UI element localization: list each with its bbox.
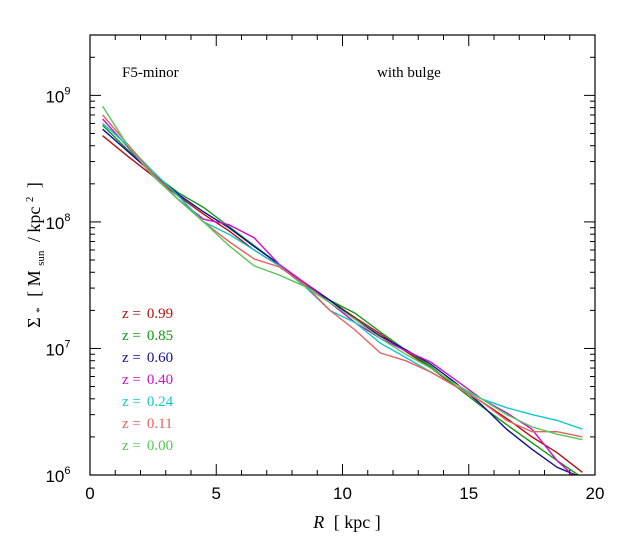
legend-entry-prefix: z = — [122, 306, 141, 322]
y-tick-label: 106 — [45, 465, 70, 486]
y-tick-label-base: 10 — [45, 214, 64, 233]
y-tick-label: 109 — [45, 85, 70, 106]
series-line-z-0.60 — [102, 128, 578, 475]
x-axis-label: R [ kpc ] — [312, 512, 380, 532]
series-line-z-0.11 — [102, 114, 583, 438]
legend-entry-value: 0.11 — [147, 416, 173, 432]
y-tick-label-exponent: 9 — [64, 85, 70, 97]
y-tick-label-exponent: 6 — [64, 465, 70, 477]
legend-entry-prefix: z = — [122, 350, 141, 366]
y-tick-label-base: 10 — [45, 467, 64, 486]
legend-entry-value: 0.99 — [147, 306, 173, 322]
x-tick-label: 20 — [586, 484, 605, 503]
legend-entry-value: 0.85 — [147, 328, 173, 344]
y-tick-label-base: 10 — [45, 340, 64, 359]
x-axis-label-symbol: R — [312, 512, 324, 532]
legend-entry-prefix: z = — [122, 438, 141, 454]
legend: z = 0.99 z = 0.85 z = 0.60 z = 0.40 z = 0.24 z = 0.… — [122, 306, 174, 454]
y-tick-label-exponent: 7 — [64, 338, 70, 350]
legend-entry-value: 0.60 — [147, 350, 173, 366]
tick-marks — [89, 34, 596, 476]
legend-entry-prefix: z = — [122, 416, 141, 432]
x-tick-label: 0 — [85, 484, 94, 503]
legend-entry-value: 0.40 — [147, 372, 173, 388]
y-axis-label-sun: sun — [35, 250, 47, 266]
annotation-left: F5-minor — [122, 65, 179, 81]
annotation-right: with bulge — [377, 65, 441, 81]
series-line-z-0.24 — [102, 122, 583, 430]
legend-entry-z-0.60: z = 0.60 — [122, 350, 173, 366]
y-axis-label-kpc: / kpc — [24, 207, 44, 243]
legend-entry-z-0.40: z = 0.40 — [122, 372, 173, 388]
x-tick-label: 5 — [212, 484, 221, 503]
legend-entry-z-0.85: z = 0.85 — [122, 328, 173, 344]
legend-entry-z-0.00: z = 0.00 — [122, 438, 173, 454]
y-tick-label: 108 — [45, 212, 70, 233]
y-axis-label-sigma: Σ — [24, 317, 44, 327]
legend-entry-z-0.99: z = 0.99 — [122, 306, 173, 322]
y-tick-label-exponent: 8 — [64, 212, 70, 224]
y-tick-label: 107 — [45, 338, 70, 359]
legend-entry-prefix: z = — [122, 394, 141, 410]
series-line-z-0.00 — [102, 105, 583, 441]
series-line-z-0.40 — [102, 118, 574, 475]
legend-entry-value: 0.24 — [147, 394, 174, 410]
x-tick-label: 15 — [459, 484, 478, 503]
legend-entry-z-0.24: z = 0.24 — [122, 394, 174, 410]
x-tick-label: 10 — [333, 484, 352, 503]
legend-entry-value: 0.00 — [147, 438, 173, 454]
series-layer — [102, 105, 583, 475]
y-axis-label-squared: 2 — [24, 197, 36, 203]
y-axis-label-star: * — [34, 307, 46, 313]
legend-entry-prefix: z = — [122, 328, 141, 344]
legend-entry-z-0.11: z = 0.11 — [122, 416, 173, 432]
y-axis-label-open: [ M — [24, 270, 44, 297]
y-axis-label: Σ * [ M sun / kpc 2 ] — [17, 182, 48, 328]
series-line-z-0.85 — [102, 124, 580, 475]
y-axis-label-close: ] — [24, 182, 44, 188]
x-axis-label-unit: [ kpc ] — [334, 512, 381, 532]
y-tick-label-base: 10 — [45, 87, 64, 106]
legend-entry-prefix: z = — [122, 372, 141, 388]
